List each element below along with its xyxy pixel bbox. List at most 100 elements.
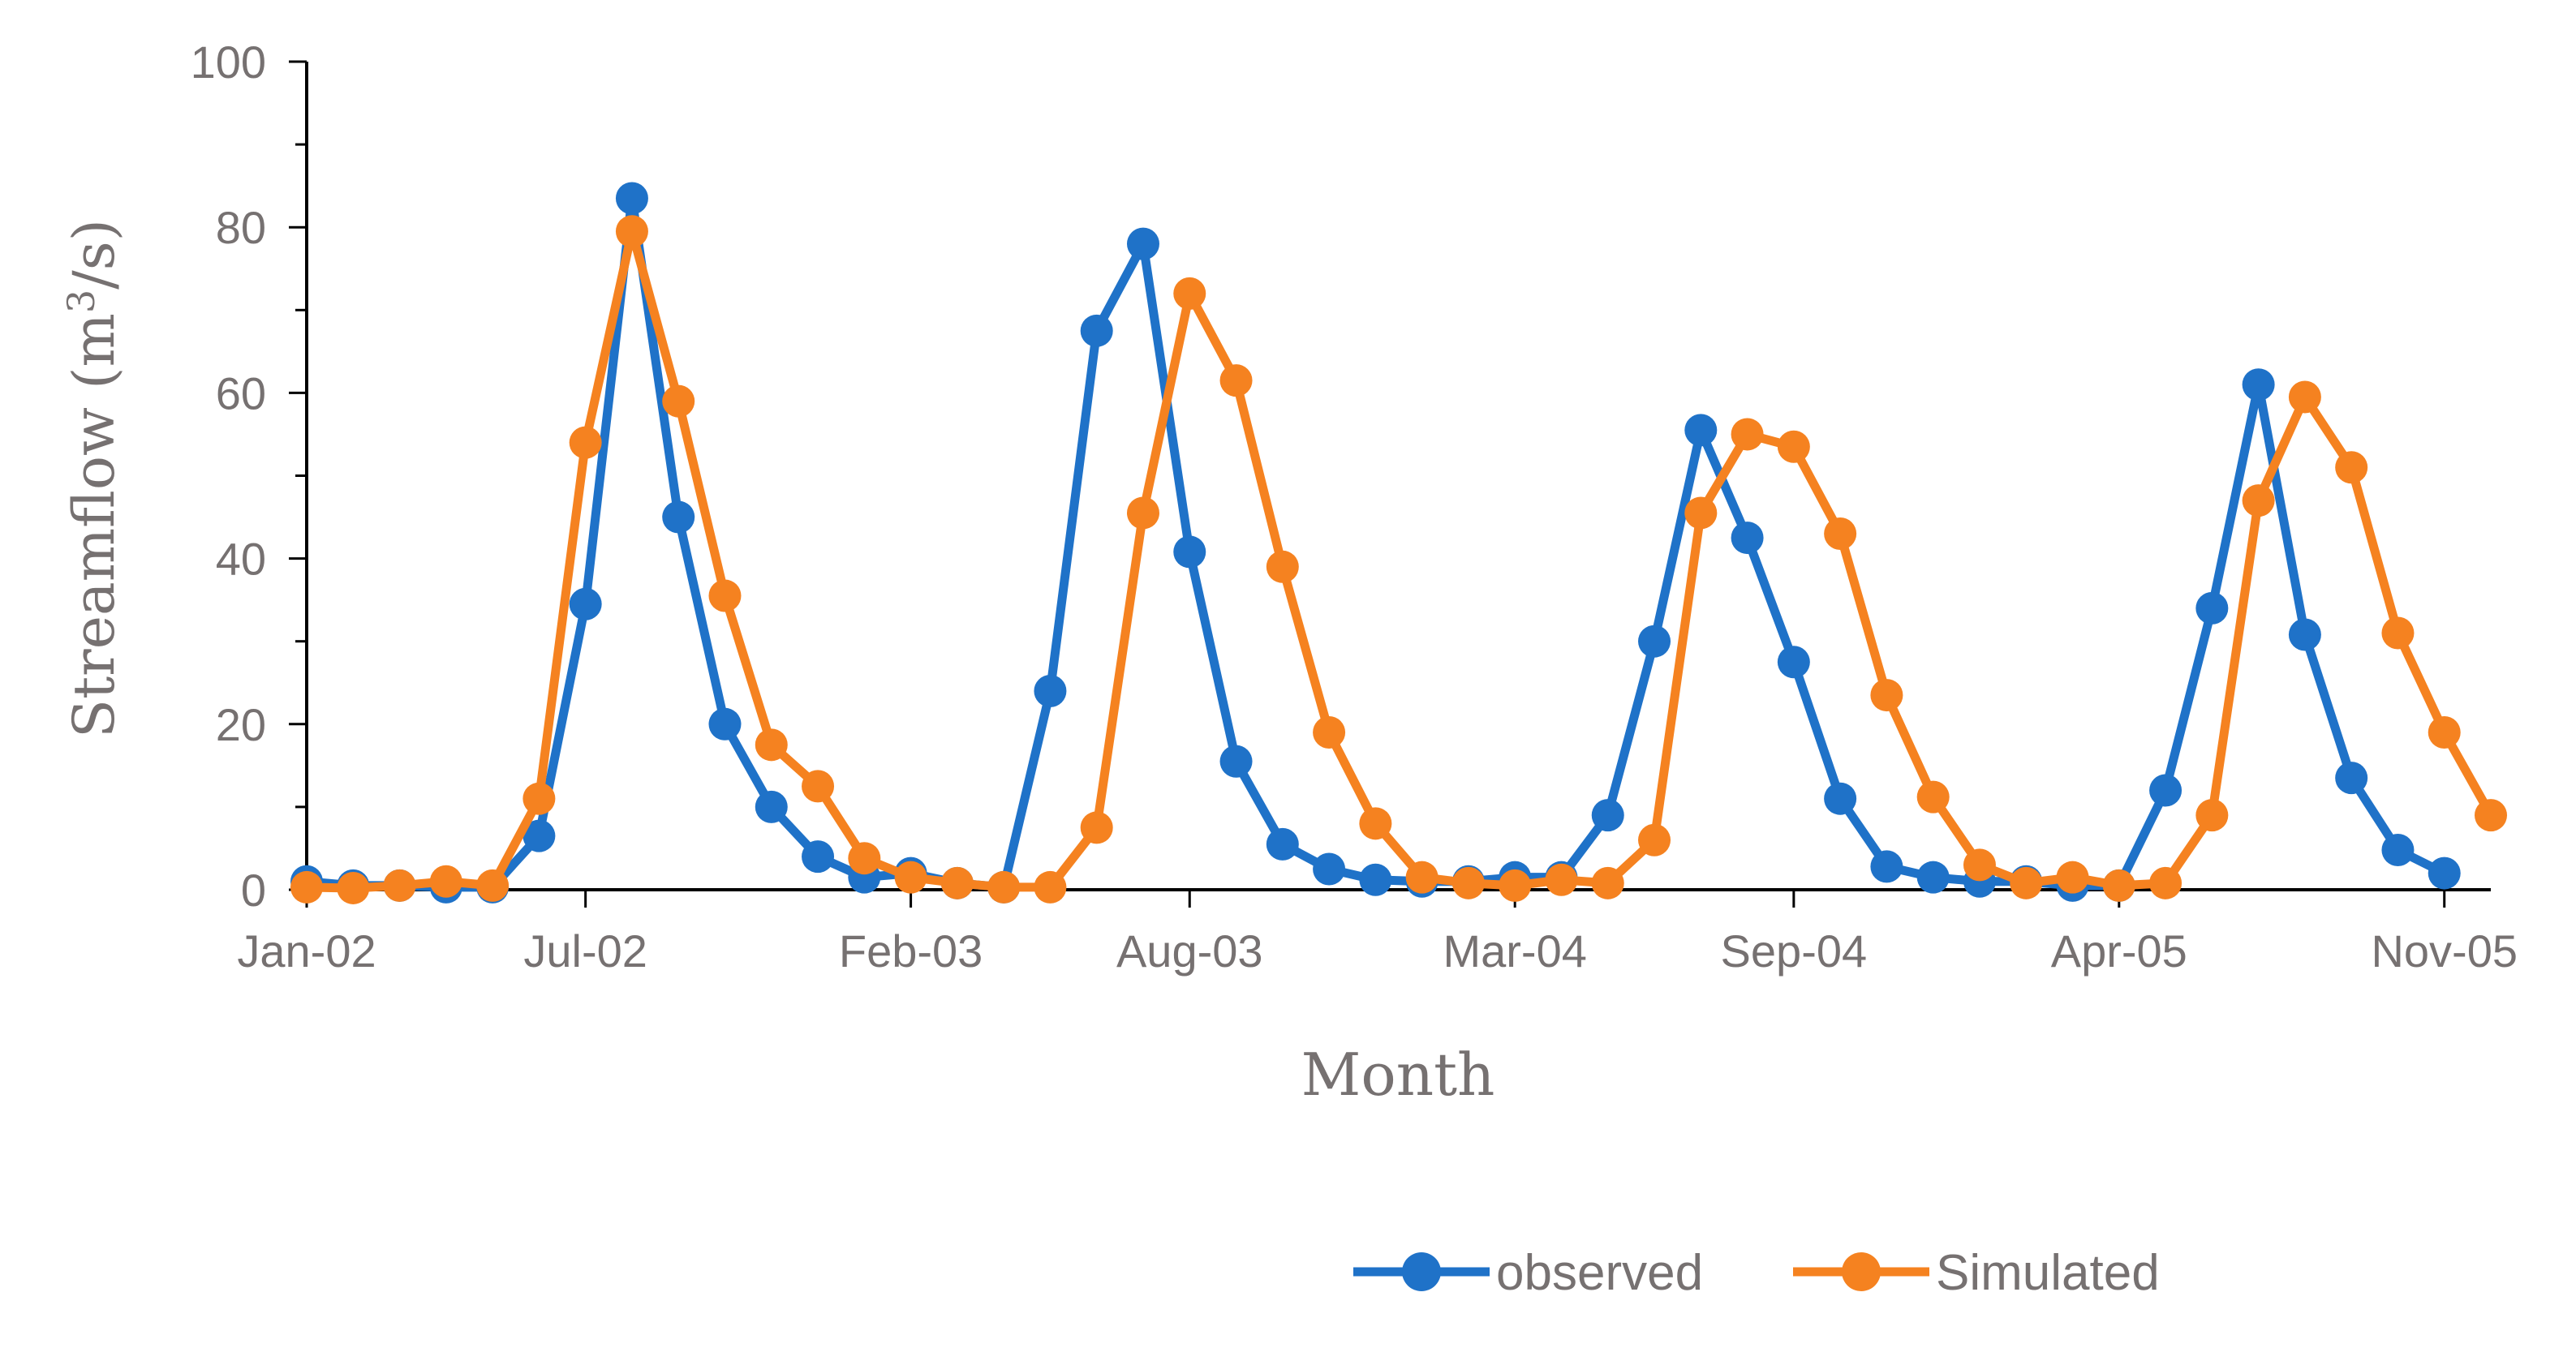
data-point-simulated [2475,799,2507,832]
data-point-simulated [615,215,648,248]
data-point-simulated [2056,861,2089,894]
axes-layer: 0 20 40 60 80 100 Jan-02 Jul-02 Feb-03 Aug-03 Mar-… [191,36,2518,977]
data-point-observed [1034,674,1067,707]
data-point-simulated [1405,861,1439,894]
data-point-observed [1684,414,1718,447]
data-point-observed [1591,799,1624,832]
data-point-simulated [1545,863,1578,896]
legend-item-observed: observed [1353,1245,1703,1301]
data-point-simulated [662,384,695,418]
x-tick-label: Feb-03 [839,925,983,977]
data-point-observed [662,500,695,534]
data-point-observed [615,182,648,215]
x-tick-label: Aug-03 [1116,925,1263,977]
data-point-simulated [1451,866,1485,899]
data-point-simulated [337,871,370,904]
data-point-simulated [1963,848,1996,882]
data-point-simulated [708,579,742,612]
data-point-simulated [1684,496,1718,530]
data-point-observed [1219,745,1253,778]
data-point-simulated [569,426,602,459]
data-point-observed [1126,227,1159,260]
data-point-simulated [1870,679,1903,712]
series-observed [290,182,2461,904]
data-point-observed [708,707,742,741]
x-tick-label: Sep-04 [1721,925,1868,977]
data-point-observed [1638,625,1671,658]
data-point-simulated [383,869,416,902]
data-point-observed [1824,782,1857,815]
data-point-simulated [987,870,1021,904]
data-point-simulated [1916,780,1950,814]
data-point-observed [1731,522,1764,555]
data-point-simulated [1359,807,1392,840]
y-axis-label: Streamflow (m3/s) [59,219,127,738]
x-tick-label: Jan-02 [237,925,376,977]
series-simulated [290,215,2507,904]
data-point-simulated [1824,517,1857,550]
data-point-observed [802,840,835,874]
data-point-observed [2288,618,2321,651]
data-point-simulated [755,728,788,762]
y-tick-label: 80 [216,202,266,253]
data-point-observed [1080,314,1113,347]
data-point-simulated [429,865,462,898]
data-point-observed [2149,774,2183,807]
data-point-observed [2381,833,2415,866]
data-point-simulated [802,770,835,803]
data-point-simulated [2149,866,2183,899]
data-point-observed [2335,762,2368,795]
data-point-observed [1777,646,1810,679]
data-point-observed [1173,535,1206,569]
x-axis-label: Month [1301,1041,1495,1109]
data-point-simulated [1080,811,1113,844]
data-point-simulated [2428,716,2461,749]
data-point-observed [1359,863,1392,896]
data-point-simulated [1638,823,1671,856]
y-tick-label: 40 [216,534,266,585]
data-point-simulated [940,866,974,899]
legend-label: Simulated [1936,1245,2160,1301]
data-point-simulated [2195,799,2229,832]
data-point-simulated [2102,869,2135,902]
data-point-observed [2428,856,2461,890]
x-tick-label: Apr-05 [2051,925,2187,977]
data-point-simulated [1499,869,1532,902]
data-point-simulated [1034,870,1067,904]
data-point-simulated [523,782,556,815]
data-point-observed [1266,827,1299,861]
data-point-simulated [1313,716,1346,749]
data-point-simulated [1591,866,1624,899]
series-line-observed [302,193,2449,892]
data-point-simulated [290,870,323,904]
data-point-observed [1916,861,1950,894]
data-point-simulated [2381,616,2415,650]
data-point-simulated [848,842,881,875]
data-point-simulated [2010,866,2043,899]
y-tick-label: 20 [216,699,266,750]
data-point-observed [2195,591,2229,625]
x-tick-label: Jul-02 [523,925,647,977]
data-point-simulated [1219,364,1253,397]
data-point-simulated [894,861,927,894]
y-tick-label: 0 [241,865,266,916]
series-layer [290,182,2507,904]
data-point-simulated [1266,550,1299,583]
data-point-simulated [2242,484,2275,517]
data-point-simulated [476,869,510,902]
y-axis-label-superscript: 3 [59,290,103,313]
data-point-simulated [2335,451,2368,484]
data-point-simulated [1173,277,1206,310]
x-tick-label: Mar-04 [1443,925,1586,977]
data-point-observed [755,790,788,823]
legend: observed Simulated [1353,1245,2160,1301]
data-point-observed [1870,850,1903,883]
data-point-simulated [1731,418,1764,451]
data-point-simulated [2288,380,2321,414]
legend-swatch-marker [1402,1252,1441,1291]
legend-item-simulated: Simulated [1793,1245,2160,1301]
y-tick-label: 100 [191,36,266,88]
data-point-observed [2242,368,2275,401]
